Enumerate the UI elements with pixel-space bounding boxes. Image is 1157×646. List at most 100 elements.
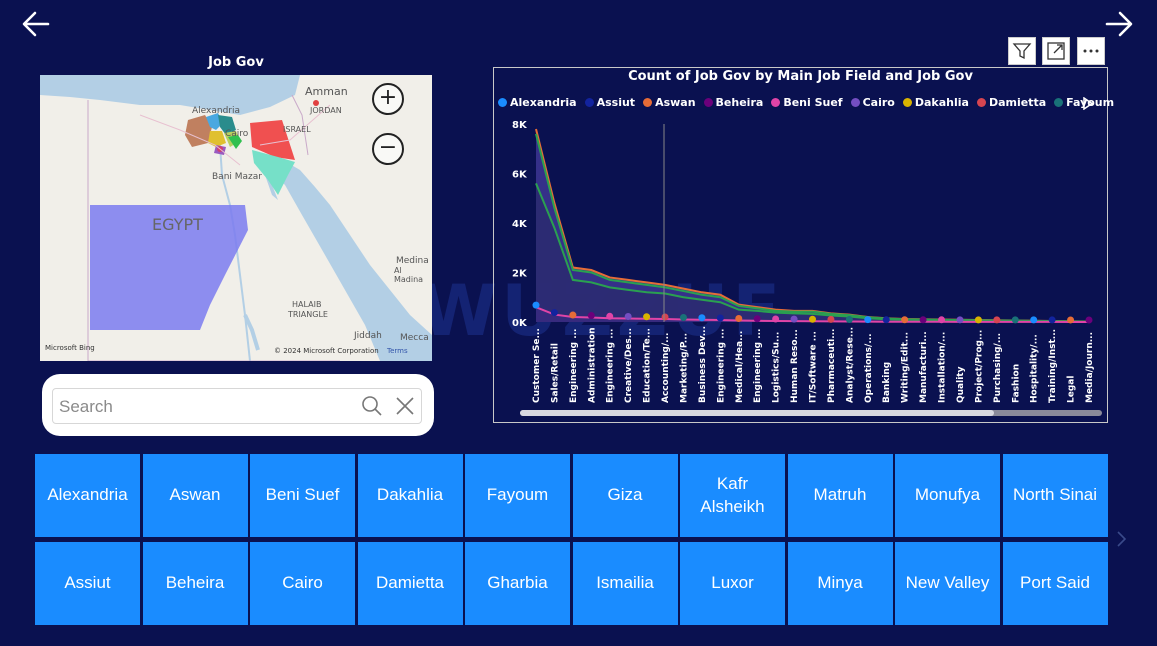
x-tick-label: Business Dev...: [698, 326, 708, 403]
map-label-cairo: Cairo: [225, 129, 249, 139]
governorate-tile[interactable]: Monufya: [895, 454, 1000, 537]
map-label-jiddah: Jiddah: [354, 331, 382, 341]
legend-label: Aswan: [655, 96, 696, 109]
chart-visual[interactable]: Count of Job Gov by Main Job Field and J…: [493, 67, 1114, 423]
x-tick-label: Creative/Des...: [624, 328, 634, 403]
legend-label: Beheira: [715, 96, 764, 109]
governorate-tile[interactable]: Kafr Alsheikh: [680, 454, 785, 537]
x-tick-label: Media/Journ...: [1085, 332, 1095, 403]
series-area: [536, 183, 1089, 322]
governorate-tile[interactable]: Alexandria: [35, 454, 140, 537]
governorate-tile[interactable]: Giza: [572, 454, 678, 537]
governorate-tile[interactable]: Cairo: [250, 542, 355, 625]
focus-mode-button[interactable]: [1042, 37, 1070, 65]
zoom-in-button[interactable]: +: [372, 83, 404, 115]
clear-icon[interactable]: [394, 395, 416, 417]
map-visual[interactable]: Amman JORDAN Alexandria Cairo ISRAEL Ban…: [40, 75, 432, 361]
governorate-tile[interactable]: Port Said: [1002, 542, 1108, 625]
legend-item[interactable]: Alexandria: [498, 96, 577, 109]
legend-item[interactable]: Aswan: [643, 96, 696, 109]
governorate-tile[interactable]: Aswan: [142, 454, 248, 537]
map-label-medina: Medina: [396, 256, 429, 266]
map-label-alexandria: Alexandria: [192, 106, 241, 116]
arrow-left-icon[interactable]: [20, 8, 52, 40]
governorate-tile[interactable]: Gharbia: [465, 542, 570, 625]
governorate-tile[interactable]: Damietta: [357, 542, 463, 625]
map-label-egypt: EGYPT: [152, 215, 203, 234]
x-tick-label: Customer Se...: [532, 328, 542, 403]
governorate-tile[interactable]: Ismailia: [572, 542, 678, 625]
legend-label: Cairo: [862, 96, 895, 109]
data-point: [569, 311, 577, 319]
filter-icon: [1012, 43, 1032, 60]
data-point: [1030, 316, 1038, 324]
governorate-tile[interactable]: Luxor: [680, 542, 785, 625]
legend-item[interactable]: Cairo: [850, 96, 895, 109]
legend-item[interactable]: Dakahlia: [902, 96, 969, 109]
filter-button[interactable]: [1008, 37, 1036, 65]
governorate-tile[interactable]: Assiut: [35, 542, 140, 625]
search-icon[interactable]: [361, 395, 383, 417]
data-point: [1067, 316, 1075, 324]
governorate-tile[interactable]: New Valley: [895, 542, 1000, 625]
governorate-tile[interactable]: Minya: [787, 542, 893, 625]
governorate-tile[interactable]: Dakahlia: [357, 454, 463, 537]
x-tick-label: Sales/Retail: [550, 343, 560, 403]
zoom-out-button[interactable]: −: [372, 133, 404, 165]
more-options-icon: [1083, 49, 1099, 53]
chevron-right-icon[interactable]: [1115, 530, 1127, 548]
x-tick-label: Logistics/Su...: [772, 332, 782, 403]
legend-dot: [643, 98, 653, 107]
governorate-tile[interactable]: Matruh: [787, 454, 893, 537]
legend-dot: [584, 98, 594, 107]
arrow-right-icon[interactable]: [1103, 8, 1135, 40]
x-tick-label: Purchasing/...: [993, 333, 1003, 403]
legend-dot: [976, 98, 986, 107]
data-point: [661, 313, 669, 321]
x-tick-label: Project/Prog...: [974, 330, 984, 403]
data-point: [882, 316, 890, 324]
x-tick-label: Manufacturi...: [919, 331, 929, 403]
x-tick-label: Installation/...: [938, 332, 948, 403]
legend-next-icon[interactable]: [1083, 97, 1093, 110]
legend-dot: [1054, 98, 1064, 107]
y-tick-label: 0K: [512, 318, 528, 329]
map-bing-label: Microsoft Bing: [45, 344, 95, 352]
governorate-tile[interactable]: Fayoum: [465, 454, 570, 537]
x-tick-label: Engineering ...: [753, 329, 763, 403]
search-input[interactable]: [57, 395, 351, 419]
legend-item[interactable]: Assiut: [584, 96, 636, 109]
legend-item[interactable]: Damietta: [976, 96, 1046, 109]
data-point: [643, 313, 651, 321]
chart-scrollbar[interactable]: [520, 410, 994, 416]
map-label-al-madina: Al Madina: [394, 266, 424, 284]
north-sinai-region[interactable]: [250, 120, 295, 160]
legend-item[interactable]: Beni Suef: [771, 96, 843, 109]
x-tick-label: Accounting/...: [661, 333, 671, 403]
legend-dot: [902, 98, 912, 107]
data-point: [753, 315, 761, 323]
x-tick-label: Operations/...: [864, 333, 874, 403]
legend-label: Alexandria: [510, 96, 577, 109]
governorate-tile[interactable]: Beni Suef: [250, 454, 355, 537]
legend-dot: [498, 98, 507, 107]
x-tick-label: Banking: [882, 362, 892, 403]
legend-item[interactable]: Beheira: [703, 96, 764, 109]
x-tick-label: Human Reso...: [790, 329, 800, 403]
data-point: [919, 316, 927, 324]
more-options-button[interactable]: [1077, 37, 1105, 65]
y-tick-label: 4K: [512, 219, 528, 230]
x-tick-label: Administration: [587, 327, 597, 403]
data-point: [956, 316, 964, 324]
governorate-tile[interactable]: Beheira: [142, 542, 248, 625]
data-point: [716, 314, 724, 322]
map-terms-link[interactable]: Terms: [387, 347, 408, 355]
x-tick-label: Training/Inst...: [1048, 329, 1058, 403]
data-point: [827, 315, 835, 323]
map-label-mecca: Mecca: [400, 333, 429, 343]
x-tick-label: Engineering ...: [569, 329, 579, 403]
legend-label: Assiut: [596, 96, 636, 109]
x-tick-label: Quality: [956, 366, 966, 403]
x-tick-label: Writing/Edit...: [901, 332, 911, 403]
governorate-tile[interactable]: North Sinai: [1002, 454, 1108, 537]
